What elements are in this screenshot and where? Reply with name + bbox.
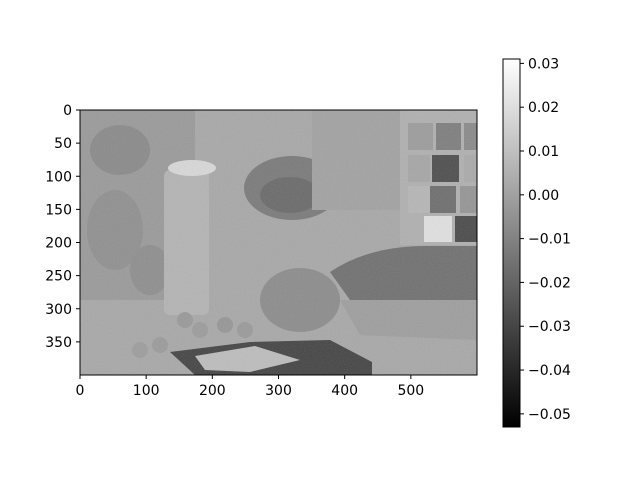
colorbar-tick-label: 0.01	[528, 144, 559, 160]
y-tick-label: 200	[45, 236, 72, 252]
colorbar-tick-label: 0.00	[528, 188, 559, 204]
x-axis: 0 100 200 300 400 500	[76, 375, 424, 399]
x-tick-label: 100	[133, 383, 160, 399]
y-tick-label: 300	[45, 302, 72, 318]
colorbar-tick-label: −0.04	[528, 363, 571, 379]
x-tick-label: 300	[265, 383, 292, 399]
y-axis: 0 50 100 150 200 250 300 350	[45, 103, 80, 351]
heatmap-image	[80, 110, 477, 375]
colorbar-tick-label: 0.03	[528, 56, 559, 72]
colorbar-tick-label: −0.01	[528, 232, 571, 248]
x-tick-label: 0	[76, 383, 85, 399]
colorbar-tick-label: −0.02	[528, 275, 571, 291]
x-tick-label: 500	[397, 383, 424, 399]
colorbar-tick-label: −0.05	[528, 407, 571, 423]
colorbar	[502, 58, 521, 428]
colorbar-tick-label: 0.02	[528, 100, 559, 116]
x-tick-label: 400	[331, 383, 358, 399]
y-tick-label: 100	[45, 169, 72, 185]
colorbar-axis: 0.03 0.02 0.01 0.00 −0.01 −0.02 −0.03 −0.04 −0.0…	[520, 56, 571, 423]
y-tick-label: 50	[54, 136, 72, 152]
y-tick-label: 350	[45, 335, 72, 351]
colorbar-tick-label: −0.03	[528, 319, 571, 335]
y-tick-label: 250	[45, 269, 72, 285]
x-tick-label: 200	[199, 383, 226, 399]
y-tick-label: 0	[63, 103, 72, 119]
y-tick-label: 150	[45, 202, 72, 218]
